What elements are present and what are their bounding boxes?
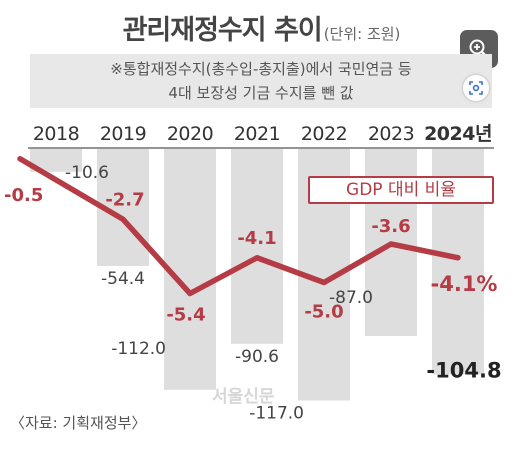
x-tick-label: 2018 [33, 123, 79, 145]
x-tick-label: 2019 [100, 123, 146, 145]
note-box: ※통합재정수지(총수입-총지출)에서 국민연금 등 4대 보장성 기금 수지를 … [30, 54, 492, 108]
ratio-value-label: -5.4 [166, 305, 205, 326]
bar-value-label: -10.6 [65, 163, 109, 183]
ratio-value-label: -3.6 [371, 216, 410, 237]
ratio-value-label: -2.7 [105, 189, 144, 210]
x-tick-label: 2023 [368, 123, 414, 145]
x-tick-label: 2020 [167, 123, 213, 145]
bar-value-label: -90.6 [235, 347, 279, 367]
x-tick-label: 2024년 [424, 123, 492, 145]
ratio-value-label: -0.5 [4, 185, 43, 206]
ratio-value-label: -4.1% [431, 272, 498, 296]
bar [164, 149, 216, 390]
visual-search-button[interactable] [463, 75, 489, 101]
ratio-series-line [17, 156, 461, 297]
chart-title: 관리재정수지 추이 [122, 15, 323, 46]
x-tick-label: 2022 [301, 123, 347, 145]
bar-value-label: -54.4 [101, 269, 145, 289]
ratio-value-label: -5.0 [304, 302, 343, 323]
x-tick-label: 2021 [234, 123, 280, 145]
bar-value-label: -87.0 [329, 288, 373, 308]
bar-value-label: -117.0 [249, 404, 304, 424]
chart-title-row: 관리재정수지 추이 (단위: 조원) [0, 8, 523, 47]
bar [30, 149, 82, 172]
source-note: 〈자료: 기획재정부〉 [10, 414, 147, 432]
bar-value-label: -112.0 [111, 339, 166, 359]
watermark-logo: 서울신문 [212, 387, 275, 407]
note-line-2: 4대 보장성 기금 수지를 뺀 값 [168, 84, 354, 102]
bar-value-label: -104.8 [426, 358, 501, 382]
ratio-value-label: -4.1 [237, 228, 276, 249]
bar [231, 149, 283, 344]
note-line-1: ※통합재정수지(총수입-총지출)에서 국민연금 등 [110, 60, 412, 78]
unit-label: (단위: 조원) [323, 25, 401, 43]
visual-search-icon [469, 81, 483, 95]
ratio-legend-label: GDP 대비 비율 [308, 176, 494, 204]
